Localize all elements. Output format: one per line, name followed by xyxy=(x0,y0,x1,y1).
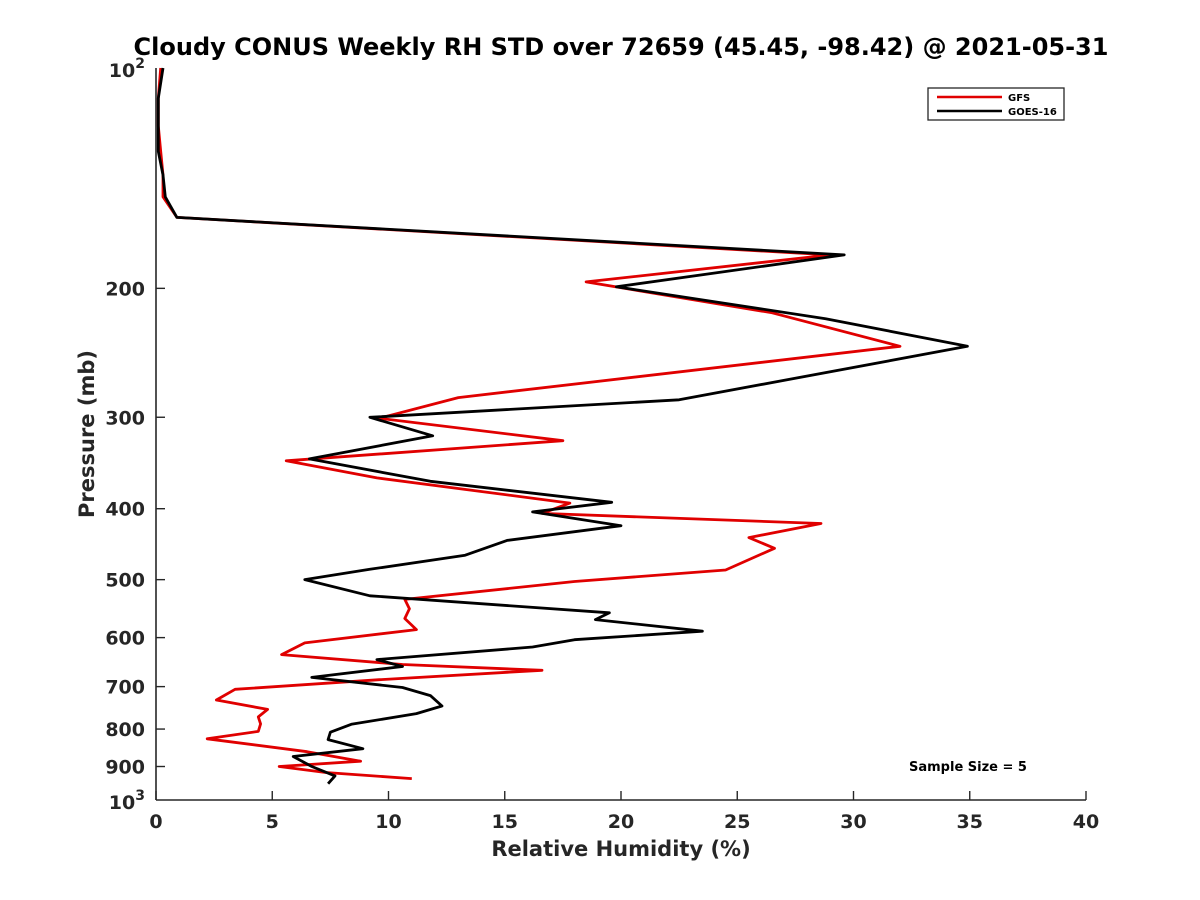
y-tick-label: 500 xyxy=(105,570,145,592)
y-bottom-label-exp: 3 xyxy=(135,788,145,804)
y-tick-label: 200 xyxy=(105,278,145,300)
series-line-gfs xyxy=(156,67,902,780)
y-tick-label: 700 xyxy=(105,677,145,699)
x-axis-label: Relative Humidity (%) xyxy=(491,837,750,861)
x-tick-label: 25 xyxy=(724,811,750,833)
series-layer xyxy=(156,67,969,785)
x-tick-label: 30 xyxy=(840,811,866,833)
y-ticks: 200 300 400 500 600 700 800 900 xyxy=(105,278,165,779)
y-axis-label: Pressure (mb) xyxy=(75,350,99,518)
legend: GFS GOES-16 xyxy=(927,87,1065,121)
x-tick-label: 0 xyxy=(149,811,162,833)
x-tick-label: 35 xyxy=(957,811,983,833)
legend-box xyxy=(927,87,1065,121)
axes xyxy=(155,68,1086,801)
chart-title: Cloudy CONUS Weekly RH STD over 72659 (4… xyxy=(134,33,1109,61)
y-top-label-exp: 2 xyxy=(135,56,145,72)
x-tick-label: 5 xyxy=(266,811,279,833)
x-tick-label: 20 xyxy=(608,811,634,833)
x-tick-label: 10 xyxy=(375,811,401,833)
series-line-goes16 xyxy=(156,67,969,785)
y-top-label-base: 10 xyxy=(109,60,135,82)
sample-size-annotation: Sample Size = 5 xyxy=(909,760,1027,775)
y-tick-label: 900 xyxy=(105,757,145,779)
y-top-label: 102 xyxy=(109,56,145,82)
y-tick-label: 400 xyxy=(105,499,145,521)
legend-label-goes16: GOES-16 xyxy=(1008,107,1057,118)
y-tick-label: 300 xyxy=(105,407,145,429)
y-tick-label: 800 xyxy=(105,719,145,741)
y-bottom-label-base: 10 xyxy=(109,792,135,814)
x-tick-label: 40 xyxy=(1073,811,1099,833)
x-tick-label: 15 xyxy=(492,811,518,833)
y-tick-label: 600 xyxy=(105,628,145,650)
y-bottom-label: 103 xyxy=(109,788,145,814)
x-ticks: 0 5 10 15 20 25 30 35 40 xyxy=(149,791,1099,833)
legend-label-gfs: GFS xyxy=(1008,93,1030,104)
